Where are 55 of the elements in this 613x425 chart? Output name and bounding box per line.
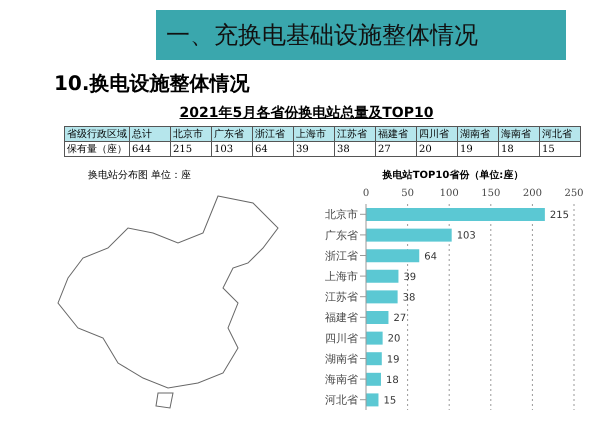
data-label: 20: [388, 334, 400, 345]
y-tick-label: 广东省: [325, 228, 358, 242]
x-tick-label: 50: [401, 188, 414, 199]
text: 215: [170, 142, 212, 156]
text: 省级行政区域: [64, 126, 130, 142]
category-label: 江苏省: [337, 129, 367, 140]
category-label: 湖南省: [460, 129, 490, 140]
text: 18: [498, 142, 540, 156]
y-tick-label: 河北省: [325, 394, 358, 407]
text: 15: [540, 142, 580, 156]
category-label: 海南省: [501, 129, 531, 140]
y-tick-label: 江苏省: [325, 290, 358, 304]
text: 19: [458, 142, 498, 156]
category-label: 河北省: [542, 129, 572, 140]
text: 2021年5月各省份换电站总量及TOP10: [178, 104, 434, 122]
category-label: 上海市: [296, 129, 326, 140]
x-tick-label: 100: [440, 188, 459, 199]
data-label: 38: [402, 292, 416, 304]
data-label: 39: [403, 272, 416, 283]
text: 10.换电设施整体情况: [54, 70, 250, 97]
text: 保有量（座）: [64, 142, 130, 156]
category-label: 浙江省: [255, 129, 285, 140]
text: 一、充换电基础设施整体情况: [156, 10, 566, 60]
y-tick-label: 上海市: [325, 270, 358, 284]
data-label: 103: [456, 230, 476, 242]
y-tick-label: 北京市: [325, 208, 358, 222]
x-tick-label: 200: [522, 188, 542, 199]
text: 总计: [130, 126, 170, 142]
data-label: 15: [383, 395, 396, 406]
x-tick-label: 250: [564, 188, 584, 199]
y-tick-label: 浙江省: [325, 249, 358, 262]
text: 27: [376, 142, 416, 156]
text: 20: [416, 142, 458, 156]
text: 换电站分布图 单位：座: [88, 168, 192, 182]
category-label: 福建省: [378, 129, 408, 140]
text: 38: [334, 142, 376, 156]
chart-title: 换电站TOP10省份（单位:座）: [381, 168, 524, 182]
category-label: 四川省: [419, 129, 449, 140]
category-label: 广东省: [214, 129, 244, 140]
text: 39: [294, 142, 334, 156]
text: 644: [130, 142, 170, 156]
text: 64: [252, 142, 294, 156]
category-label: 北京市: [173, 129, 203, 140]
y-tick-label: 福建省: [325, 311, 358, 324]
y-tick-label: 海南省: [325, 373, 358, 386]
x-tick-label: 150: [481, 188, 500, 199]
data-label: 19: [386, 354, 400, 366]
y-tick-label: 湖南省: [325, 352, 358, 366]
data-label: 18: [386, 374, 399, 386]
data-label: 64: [424, 251, 437, 262]
x-tick-label: 0: [362, 188, 370, 199]
y-tick-label: 四川省: [325, 332, 358, 345]
text: 103: [212, 142, 252, 156]
data-label: 27: [393, 313, 406, 324]
data-label: 215: [550, 210, 569, 222]
